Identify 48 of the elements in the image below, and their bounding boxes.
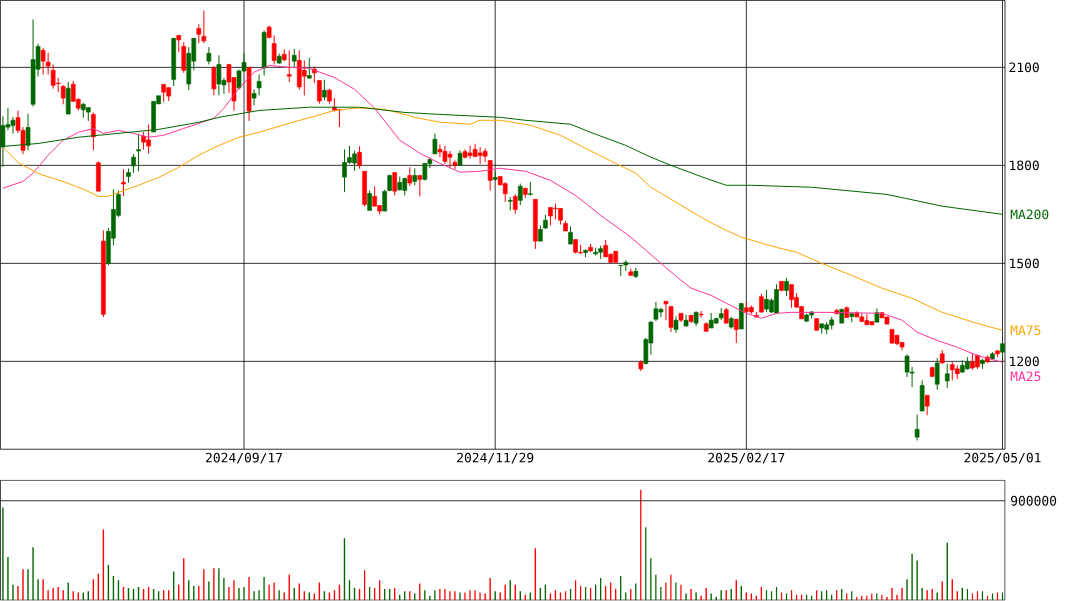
candlestick: [91, 112, 96, 152]
candlestick: [196, 23, 202, 44]
candlestick: [121, 169, 126, 197]
candlestick: [432, 133, 438, 155]
y-tick-label: 1200: [1010, 356, 1039, 367]
x-tick-label: 2024/11/29: [457, 452, 534, 464]
x-tick-label: 2025/02/17: [708, 452, 785, 464]
candlestick: [618, 265, 624, 277]
y-tick-label: 2100: [1009, 62, 1039, 73]
candlestick: [211, 65, 217, 97]
candlestick: [367, 190, 372, 212]
candlestick: [181, 41, 187, 74]
candlestick: [136, 133, 141, 172]
x-tick-label: 2024/09/17: [206, 452, 283, 464]
ref-line-label: 900000: [1011, 496, 1057, 506]
candlestick: [784, 277, 789, 297]
candlestick: [317, 80, 322, 105]
candlestick: [291, 48, 297, 68]
candlestick: [407, 167, 413, 187]
candlestick: [286, 50, 292, 83]
candlestick: [131, 153, 136, 174]
line-series: [2, 107, 1003, 332]
candlestick: [924, 395, 930, 416]
candlestick: [944, 363, 950, 389]
candlestick: [301, 60, 307, 97]
y-tick-label: 1500: [1010, 258, 1039, 269]
candlestick: [382, 189, 387, 212]
candlestick: [934, 357, 940, 391]
candlestick: [201, 10, 207, 44]
candlestick: [357, 146, 362, 170]
candlestick: [517, 183, 523, 206]
candlestick: [25, 113, 31, 152]
candlestick: [512, 194, 518, 215]
candlestick: [322, 79, 327, 102]
candlestick: [60, 85, 66, 105]
candlestick: [417, 175, 423, 198]
candlestick: [271, 35, 277, 66]
series-label: MA75: [1010, 325, 1041, 336]
candlestick: [733, 318, 739, 344]
candlestick: [683, 314, 689, 327]
x-tick-label: 2025/05/01: [964, 452, 1041, 464]
series-label: MA25: [1010, 371, 1041, 382]
candlestick: [698, 310, 704, 319]
series-label: MA200: [1010, 209, 1049, 220]
candlestick: [392, 172, 398, 197]
candlestick: [914, 414, 920, 442]
y-tick-label: 1800: [1010, 160, 1039, 171]
candlestick: [206, 46, 212, 66]
